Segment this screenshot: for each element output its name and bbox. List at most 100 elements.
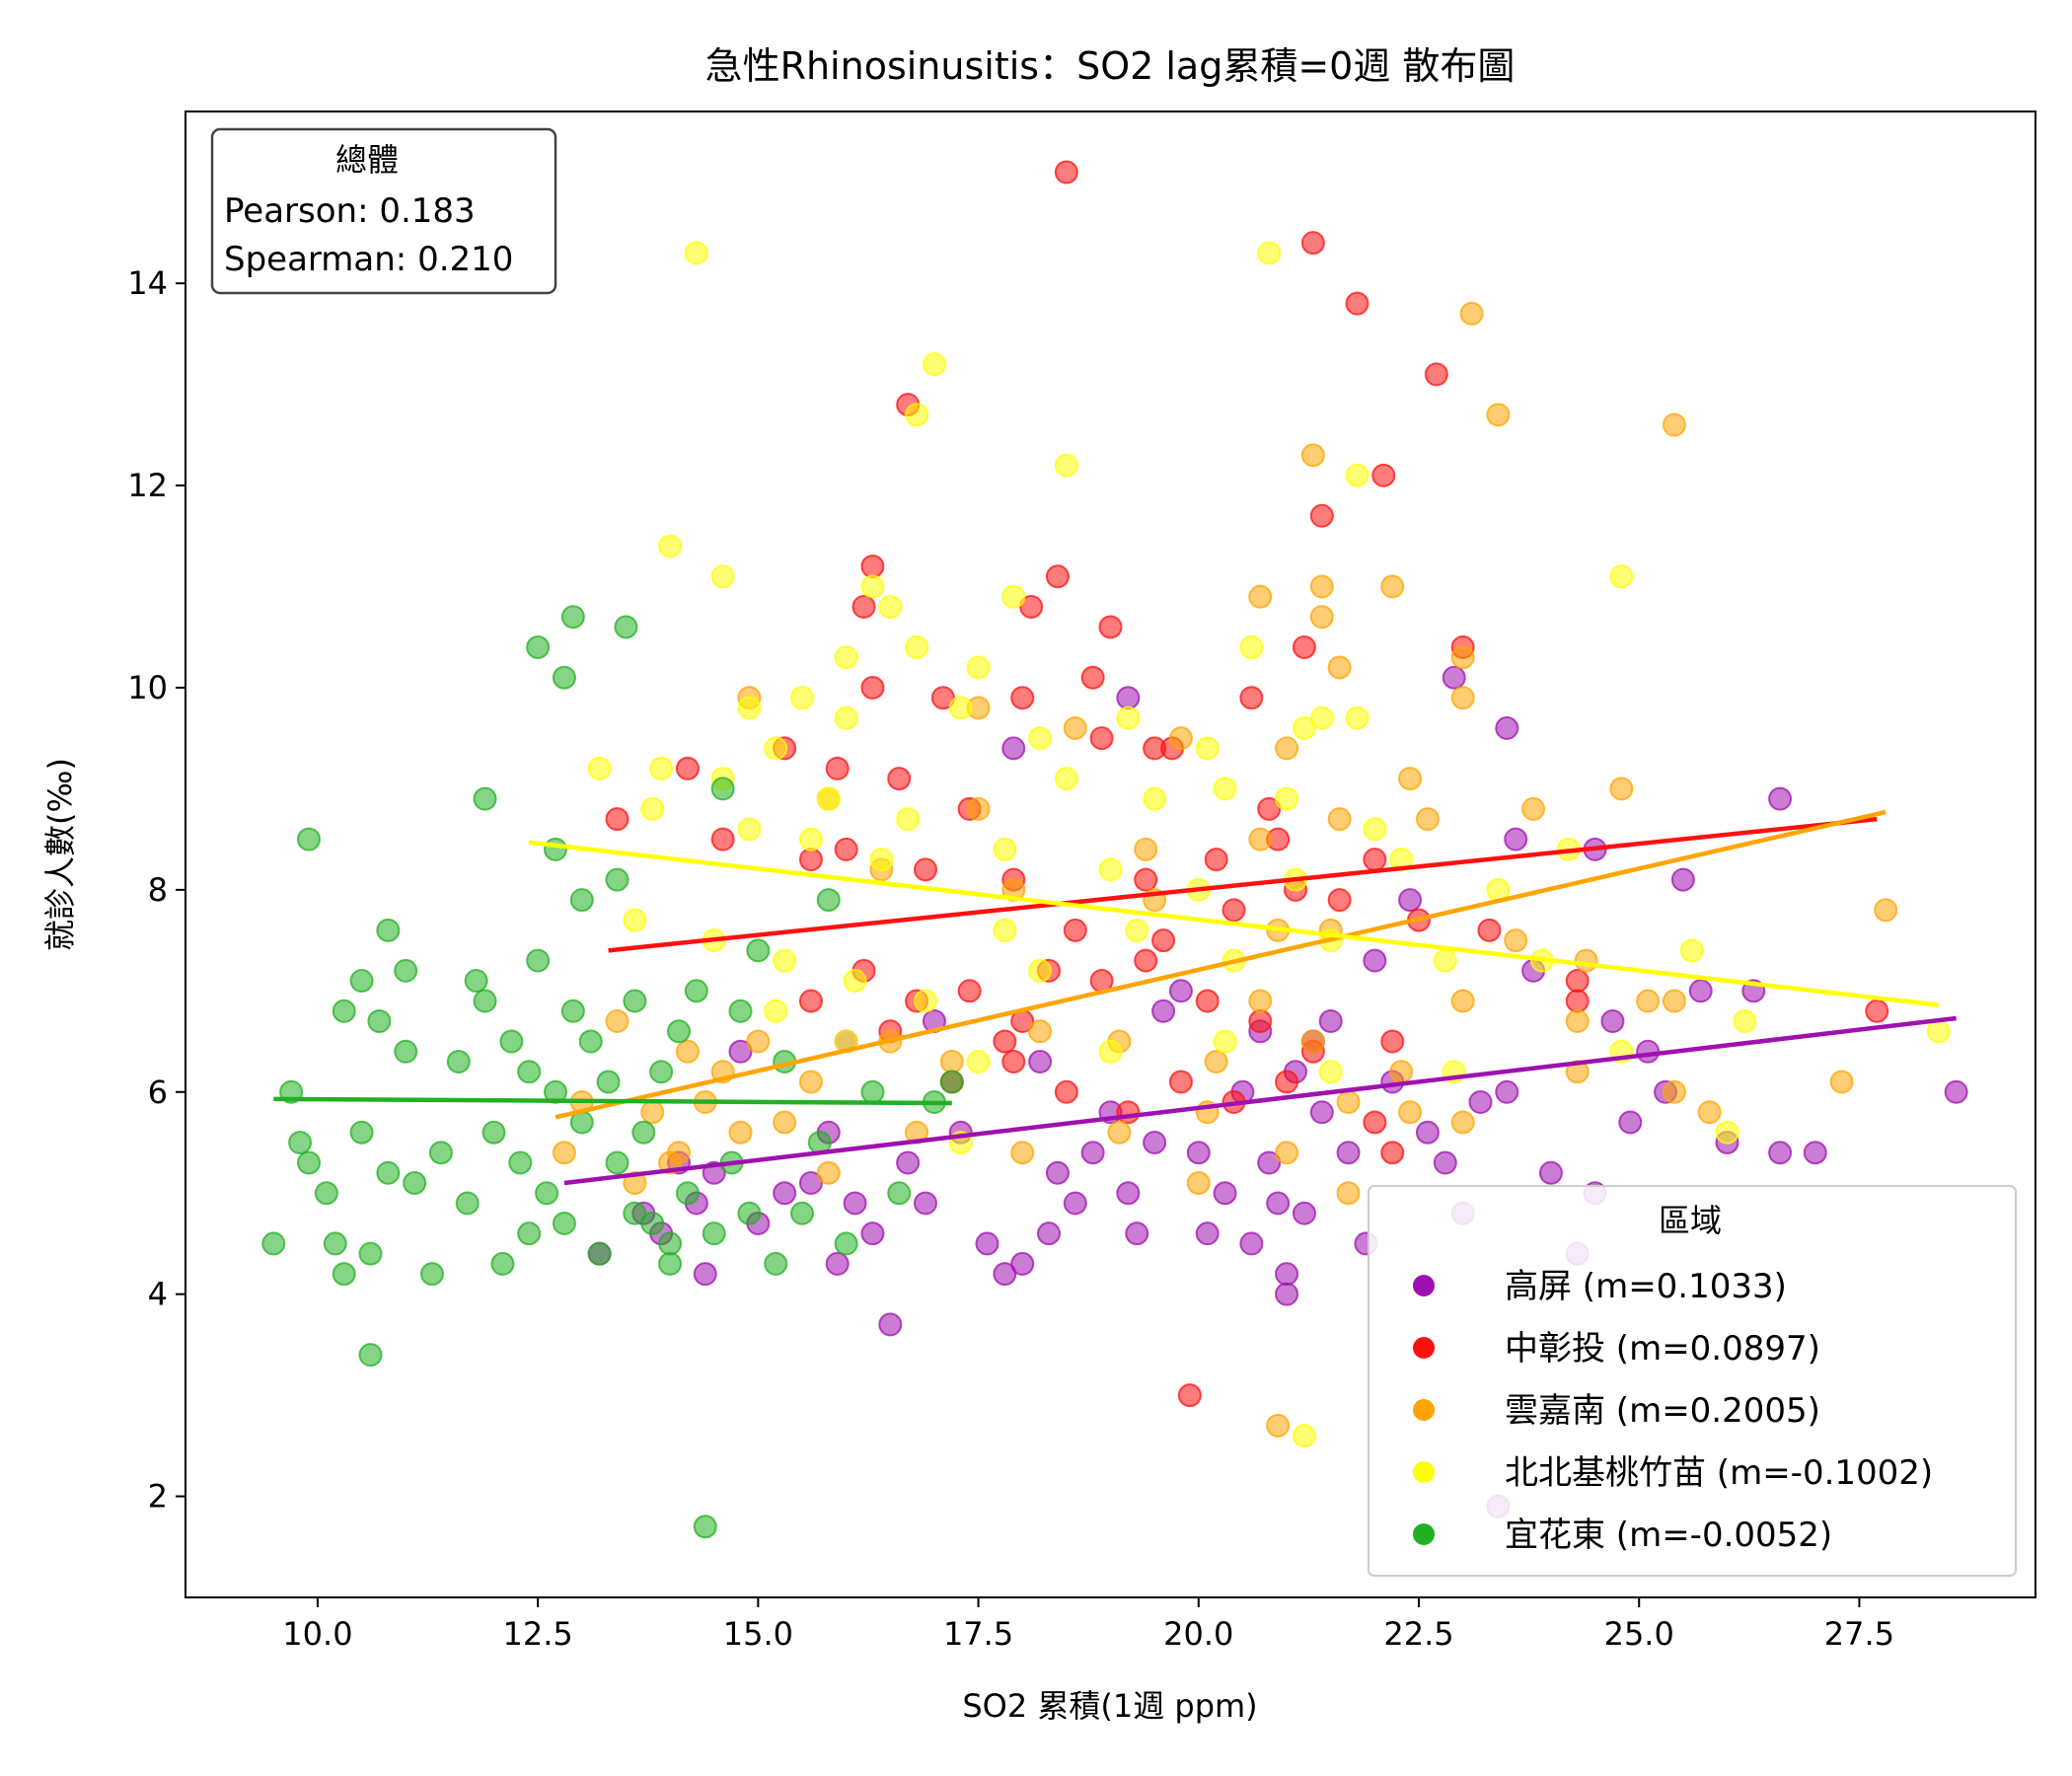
- data-point: [1134, 867, 1158, 892]
- legend-marker: [1413, 1337, 1435, 1359]
- data-point: [420, 1262, 444, 1287]
- data-point: [1336, 1090, 1361, 1114]
- data-point: [1292, 715, 1316, 740]
- legend-label: 雲嘉南 (m=0.2005): [1505, 1391, 1820, 1431]
- data-point: [1618, 1110, 1643, 1135]
- data-point: [605, 1009, 629, 1034]
- data-point: [1134, 837, 1158, 861]
- data-point: [798, 989, 823, 1013]
- data-point: [481, 1120, 506, 1145]
- data-point: [798, 848, 823, 872]
- data-point: [1450, 686, 1475, 710]
- data-point: [764, 1251, 788, 1276]
- x-tick-label: 12.5: [503, 1615, 573, 1653]
- data-point: [1151, 928, 1176, 953]
- x-axis: 10.0 12.5 15.0 17.5 20.0 22.5 25.0 27.5: [282, 1597, 1894, 1653]
- data-point: [728, 999, 753, 1023]
- y-axis: 2 4 6 8 10 12 14: [127, 264, 185, 1516]
- data-point: [948, 696, 973, 720]
- data-point: [376, 1160, 401, 1185]
- data-point: [1177, 1383, 1202, 1408]
- data-point: [939, 1050, 964, 1074]
- data-point: [773, 1110, 797, 1135]
- data-point: [544, 837, 567, 861]
- data-point: [1275, 1141, 1299, 1165]
- data-point: [1415, 807, 1440, 832]
- data-point: [1300, 1029, 1325, 1054]
- data-point: [825, 756, 850, 780]
- data-point: [914, 857, 937, 882]
- legend-label: 宜花東 (m=-0.0052): [1505, 1516, 1832, 1555]
- data-point: [834, 645, 858, 670]
- data-point: [1125, 1221, 1149, 1246]
- data-point: [1398, 767, 1423, 791]
- data-point: [332, 999, 356, 1023]
- series-points-2: [552, 301, 1898, 1438]
- data-point: [473, 989, 497, 1013]
- x-tick-label: 20.0: [1163, 1615, 1233, 1653]
- data-point: [1054, 1079, 1078, 1104]
- data-point: [966, 796, 991, 821]
- data-point: [605, 1150, 629, 1175]
- data-point: [1010, 686, 1035, 710]
- data-point: [1125, 918, 1149, 942]
- data-point: [1116, 686, 1141, 710]
- x-axis-label: SO2 累積(1週 ppm): [962, 1687, 1257, 1725]
- legend-marker: [1413, 1523, 1435, 1545]
- data-point: [1054, 160, 1078, 185]
- data-point: [773, 948, 797, 973]
- data-point: [1143, 786, 1167, 811]
- data-point: [1662, 1079, 1686, 1104]
- data-point: [764, 999, 788, 1023]
- data-point: [1143, 1130, 1167, 1154]
- data-point: [843, 969, 867, 994]
- data-point: [957, 979, 982, 1003]
- data-point: [860, 555, 885, 579]
- data-point: [1300, 443, 1325, 468]
- data-point: [851, 595, 876, 619]
- data-point: [1309, 574, 1334, 599]
- data-point: [1433, 1150, 1457, 1175]
- data-point: [1565, 1009, 1590, 1034]
- data-point: [1063, 715, 1087, 740]
- data-point: [930, 686, 955, 710]
- data-point: [1380, 574, 1405, 599]
- data-point: [1697, 1100, 1722, 1125]
- data-point: [658, 1231, 683, 1256]
- data-point: [675, 1039, 700, 1064]
- data-point: [1080, 1141, 1105, 1165]
- data-point: [552, 1211, 576, 1235]
- data-point: [1248, 1009, 1273, 1034]
- data-point: [1768, 1141, 1793, 1165]
- data-point: [1054, 767, 1078, 791]
- data-point: [1116, 705, 1141, 730]
- data-point: [710, 564, 735, 589]
- data-point: [658, 1251, 683, 1276]
- data-point: [1257, 1150, 1282, 1175]
- data-point: [1327, 807, 1352, 832]
- data-point: [349, 969, 374, 994]
- data-point: [1336, 1141, 1361, 1165]
- data-point: [1195, 1221, 1220, 1246]
- x-tick-label: 15.0: [723, 1615, 793, 1653]
- data-point: [508, 1150, 533, 1175]
- data-point: [261, 1231, 286, 1256]
- data-point: [737, 1201, 762, 1225]
- data-point: [966, 655, 991, 680]
- data-point: [1248, 989, 1273, 1013]
- data-point: [1275, 786, 1299, 811]
- data-point: [1168, 979, 1193, 1003]
- y-tick-label: 12: [127, 467, 168, 504]
- x-tick-label: 17.5: [943, 1615, 1013, 1653]
- data-point: [1151, 999, 1176, 1023]
- data-point: [1380, 1141, 1405, 1165]
- data-point: [552, 665, 576, 690]
- data-point: [816, 888, 841, 913]
- data-point: [349, 1120, 374, 1145]
- fit-line-4: [273, 1096, 952, 1106]
- data-point: [693, 1262, 717, 1287]
- data-point: [1213, 1029, 1237, 1054]
- data-point: [798, 827, 823, 851]
- data-point: [1098, 1039, 1123, 1064]
- data-point: [1662, 989, 1686, 1013]
